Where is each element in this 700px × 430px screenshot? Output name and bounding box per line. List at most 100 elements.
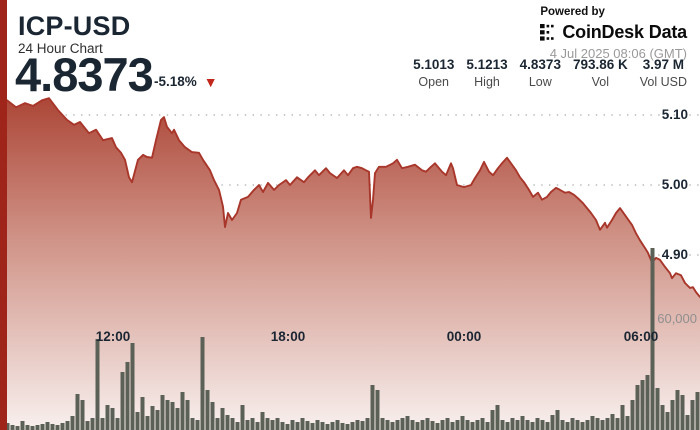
volume-bar bbox=[55, 425, 60, 430]
volume-bar bbox=[640, 380, 645, 430]
volume-bar bbox=[245, 419, 250, 430]
stat-high-label: High bbox=[474, 75, 500, 89]
volume-bar bbox=[415, 422, 420, 430]
coindesk-logo-text: CoinDesk Data bbox=[562, 22, 687, 43]
volume-bar bbox=[40, 424, 45, 430]
volume-bar bbox=[240, 405, 245, 430]
volume-bar bbox=[525, 419, 530, 430]
volume-bar bbox=[360, 421, 365, 430]
volume-bar bbox=[280, 422, 285, 430]
volume-bar bbox=[505, 422, 510, 430]
time-tick-12-00: 12:00 bbox=[95, 329, 131, 344]
volume-bar bbox=[685, 415, 690, 430]
volume-bar bbox=[435, 423, 440, 430]
volume-bar bbox=[395, 419, 400, 430]
volume-bar bbox=[690, 400, 695, 430]
volume-bar bbox=[665, 412, 670, 430]
change-percent: -5.18% bbox=[154, 74, 197, 89]
volume-bar bbox=[610, 413, 615, 430]
volume-bar bbox=[515, 419, 520, 430]
stat-vol-value: 793.86 K bbox=[572, 57, 628, 72]
volume-bar bbox=[330, 422, 335, 430]
time-tick-00-00: 00:00 bbox=[446, 329, 482, 344]
volume-bar bbox=[465, 419, 470, 430]
volume-bar bbox=[495, 405, 500, 430]
volume-bar bbox=[590, 416, 595, 430]
volume-bar bbox=[455, 419, 460, 430]
volume-bar bbox=[100, 418, 105, 430]
volume-bar bbox=[325, 424, 330, 430]
volume-bar bbox=[385, 419, 390, 430]
volume-bar bbox=[160, 395, 165, 430]
volume-bar bbox=[225, 415, 230, 430]
volume-bar bbox=[380, 418, 385, 430]
volume-bar bbox=[625, 416, 630, 430]
volume-bar bbox=[35, 425, 40, 430]
volume-bar bbox=[475, 419, 480, 430]
coindesk-data-logo: CoinDesk Data bbox=[540, 22, 687, 43]
volume-bar bbox=[305, 421, 310, 430]
volume-bar bbox=[615, 418, 620, 430]
volume-bar bbox=[335, 419, 340, 430]
volume-bar bbox=[10, 425, 15, 430]
stat-vol-usd: 3.97 M Vol USD bbox=[640, 57, 687, 89]
volume-bar bbox=[620, 405, 625, 430]
stat-vol-usd-value: 3.97 M bbox=[642, 57, 685, 72]
stat-low-value: 4.8373 bbox=[519, 57, 561, 72]
price-tick-4-90: 4.90 bbox=[661, 247, 688, 262]
powered-by-label: Powered by bbox=[540, 6, 605, 18]
logo-word-coindesk: CoinDesk bbox=[562, 22, 644, 42]
volume-bar bbox=[500, 419, 505, 430]
stat-open-label: Open bbox=[418, 75, 449, 89]
volume-bar bbox=[195, 419, 200, 430]
volume-bar bbox=[275, 418, 280, 430]
volume-bar bbox=[570, 418, 575, 430]
volume-bar bbox=[585, 419, 590, 430]
stat-low-label: Low bbox=[528, 75, 552, 89]
volume-bar bbox=[410, 419, 415, 430]
volume-bar bbox=[290, 419, 295, 430]
volume-bar bbox=[445, 418, 450, 430]
volume-bar bbox=[600, 419, 605, 430]
volume-bar bbox=[485, 422, 490, 430]
volume-bar bbox=[230, 418, 235, 430]
volume-bar bbox=[170, 402, 175, 430]
volume-bar bbox=[460, 416, 465, 430]
price-tick-5-10: 5.10 bbox=[661, 107, 688, 122]
volume-bar bbox=[175, 408, 180, 430]
time-tick-06-00: 06:00 bbox=[623, 329, 659, 344]
volume-bar bbox=[530, 422, 535, 430]
stat-open-value: 5.1013 bbox=[413, 57, 455, 72]
volume-bar bbox=[215, 418, 220, 430]
volume-bar bbox=[400, 418, 405, 430]
logo-word-data: Data bbox=[648, 22, 687, 42]
volume-bar bbox=[235, 422, 240, 430]
volume-bar bbox=[630, 400, 635, 430]
volume-bar bbox=[130, 343, 135, 430]
volume-bar bbox=[420, 419, 425, 430]
volume-bar bbox=[115, 418, 120, 430]
volume-bars bbox=[0, 248, 700, 430]
volume-bar bbox=[165, 400, 170, 430]
volume-bar bbox=[80, 400, 85, 430]
volume-bar bbox=[200, 337, 205, 430]
stat-vol-usd-label: Vol USD bbox=[639, 75, 687, 89]
volume-bar bbox=[65, 421, 70, 430]
volume-bar bbox=[390, 422, 395, 430]
volume-bar bbox=[660, 405, 665, 430]
volume-bar bbox=[220, 408, 225, 430]
volume-bar bbox=[190, 418, 195, 430]
volume-bar bbox=[565, 422, 570, 430]
time-tick-18-00: 18:00 bbox=[270, 329, 306, 344]
volume-bar bbox=[425, 418, 430, 430]
volume-bar bbox=[605, 418, 610, 430]
volume-bar bbox=[345, 424, 350, 430]
volume-bar bbox=[105, 405, 110, 430]
volume-bar bbox=[110, 408, 115, 430]
volume-bar bbox=[95, 339, 100, 430]
volume-bar bbox=[180, 392, 185, 430]
volume-bar bbox=[520, 416, 525, 430]
volume-bar bbox=[320, 422, 325, 430]
instrument-symbol: ICP-USD bbox=[18, 11, 131, 41]
